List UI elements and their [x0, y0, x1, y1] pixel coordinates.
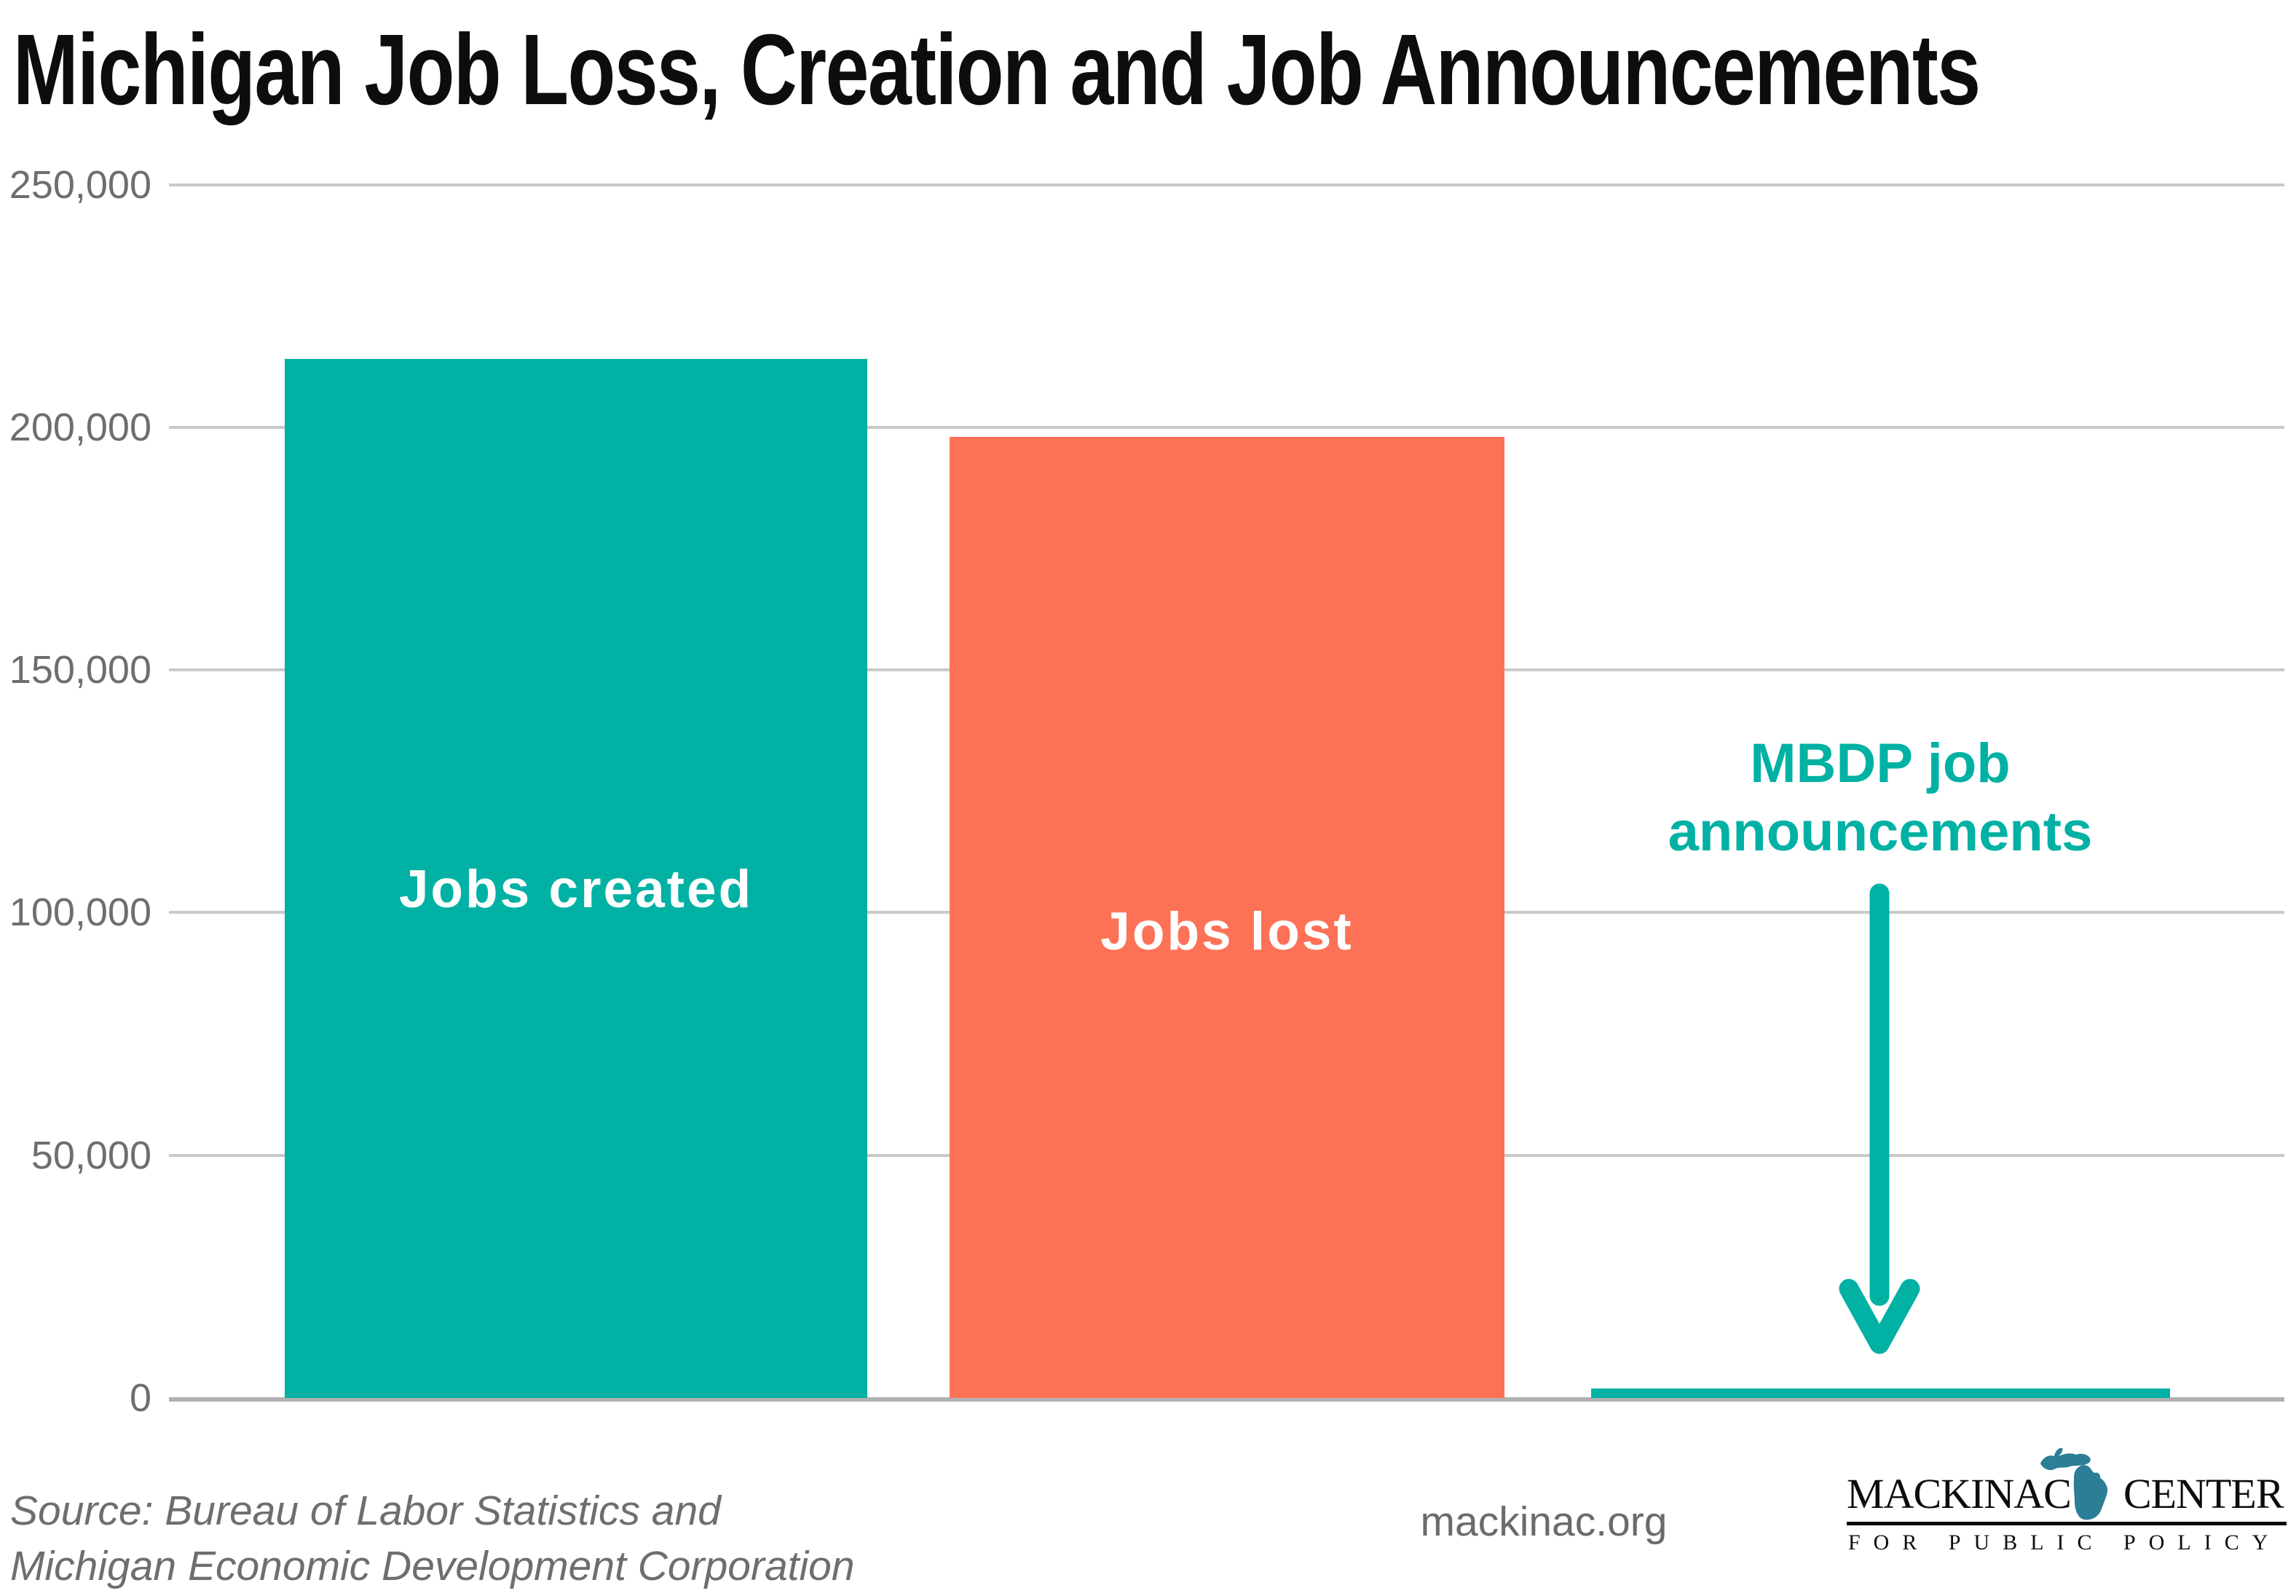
- bar-label-jobs-created: Jobs created: [398, 860, 754, 920]
- y-axis-tick-label: 200,000: [9, 406, 151, 449]
- logo-rule: [1847, 1522, 2287, 1525]
- logo-word-mackinac: MACKINAC: [1847, 1470, 2072, 1517]
- source-note-line2: Michigan Economic Development Corporatio…: [10, 1543, 855, 1589]
- website-text: mackinac.org: [1420, 1498, 1668, 1545]
- x-axis-baseline: [169, 1397, 2284, 1402]
- mackinac-center-logo: MACKINAC CENTER FOR PUBLIC POLICY: [1847, 1442, 2287, 1558]
- logo-word-center: CENTER: [2123, 1470, 2284, 1517]
- source-note: Source: Bureau of Labor Statistics and M…: [10, 1483, 855, 1594]
- gridline: [169, 426, 2284, 429]
- source-note-line1: Source: Bureau of Labor Statistics and: [10, 1488, 721, 1534]
- michigan-state-icon: [2040, 1447, 2108, 1520]
- mbdp-annotation-line2: announcements: [1668, 801, 2093, 863]
- chart-title: Michigan Job Loss, Creation and Job Anno…: [13, 14, 1981, 126]
- y-axis-tick-label: 0: [129, 1376, 151, 1420]
- bar-mbdp-job-announcements: [1591, 1388, 2170, 1398]
- bar-jobs-created: Jobs created: [285, 359, 867, 1398]
- bar-jobs-lost: Jobs lost: [950, 437, 1504, 1398]
- y-axis-tick-label: 100,000: [9, 890, 151, 934]
- gridline: [169, 183, 2284, 186]
- mbdp-annotation-line1: MBDP job: [1750, 732, 2011, 794]
- y-axis-tick-label: 50,000: [31, 1134, 151, 1177]
- y-axis-tick-label: 150,000: [9, 648, 151, 692]
- bar-label-jobs-lost: Jobs lost: [1100, 902, 1354, 962]
- logo-tagline: FOR PUBLIC POLICY: [1848, 1530, 2281, 1554]
- mbdp-annotation: MBDP job announcements: [1443, 730, 2296, 866]
- down-arrow-icon: [1839, 883, 1920, 1354]
- y-axis-tick-label: 250,000: [9, 163, 151, 207]
